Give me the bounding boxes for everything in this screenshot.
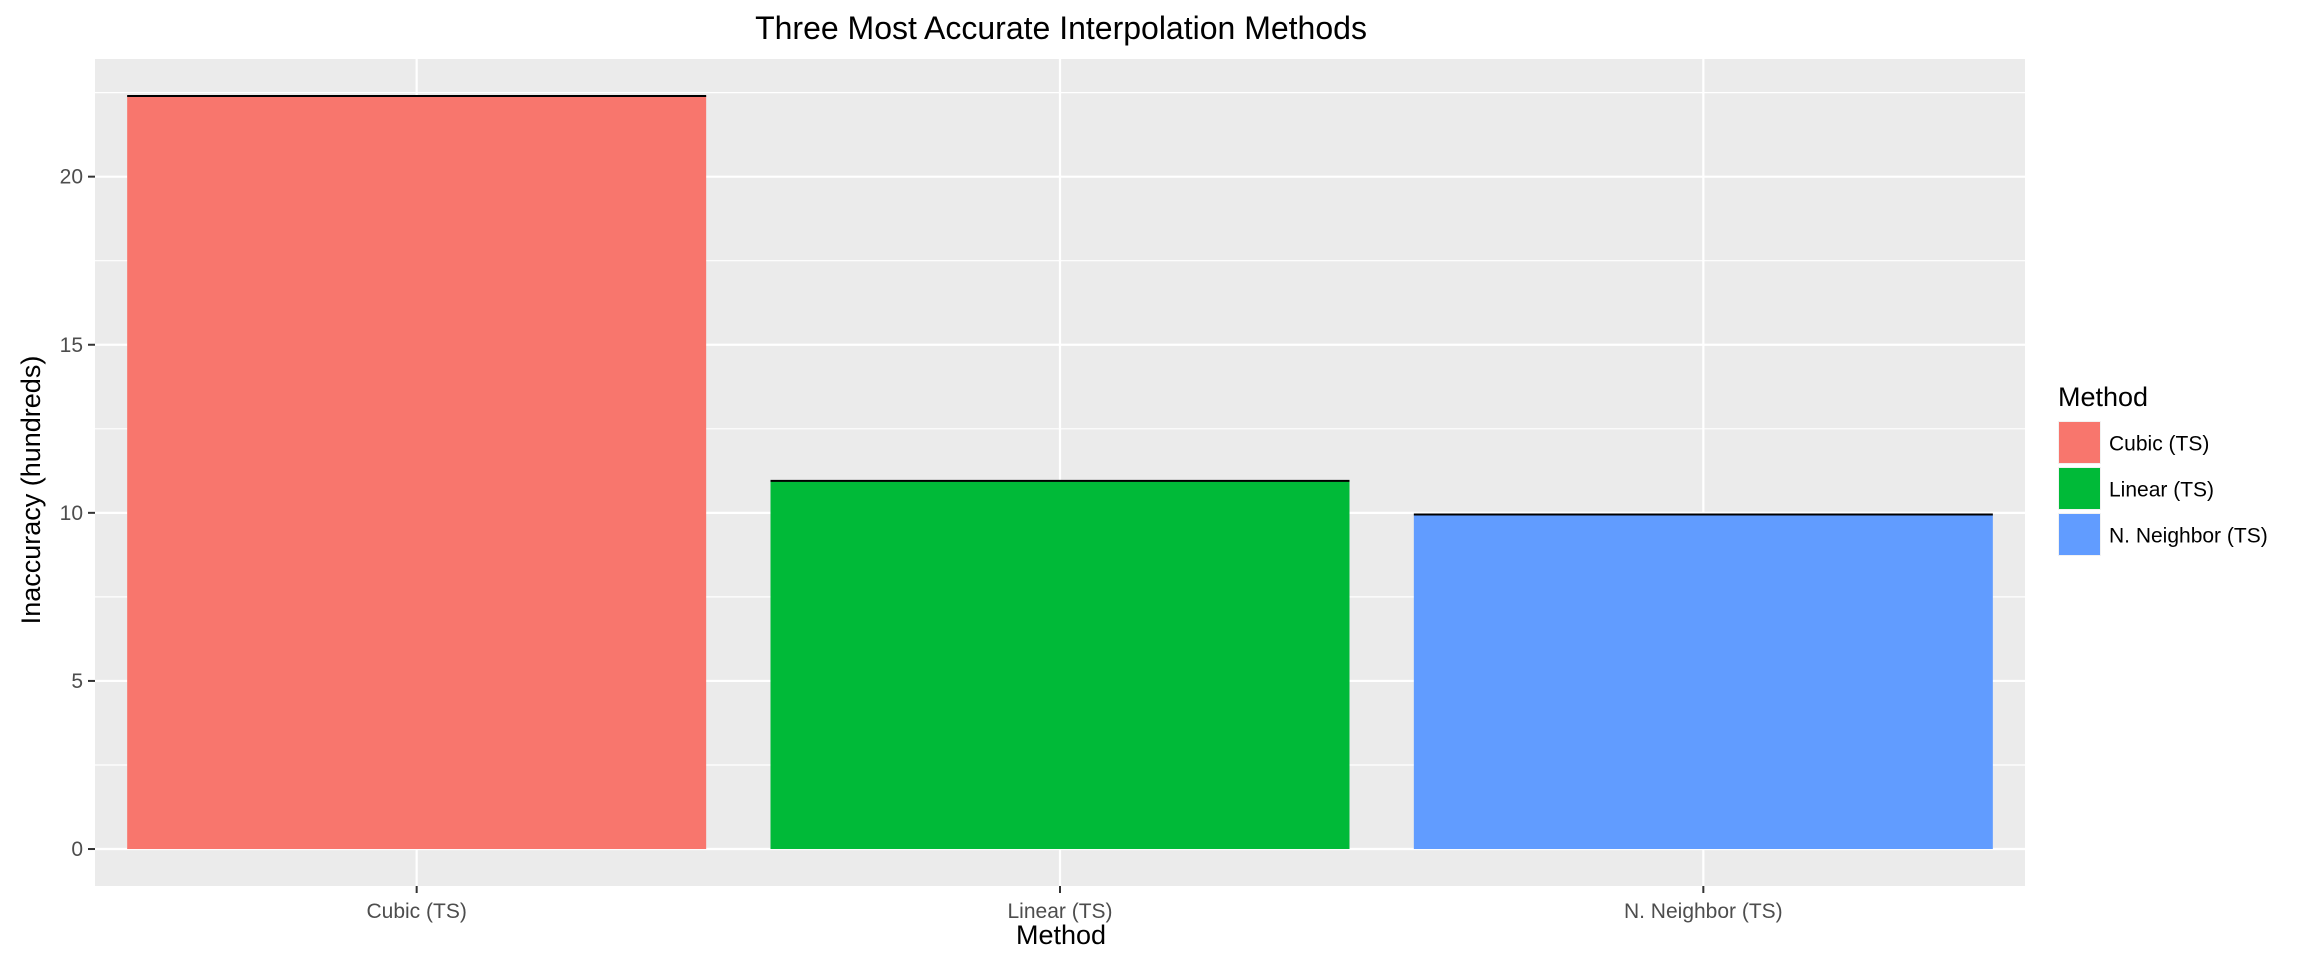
legend-key: [2059, 422, 2100, 463]
bar: [127, 95, 707, 850]
y-axis-label: Inaccuracy (hundreds): [16, 356, 46, 625]
legend-label: Linear (TS): [2109, 479, 2214, 502]
y-tick-label: 5: [71, 670, 83, 693]
x-axis-label: Method: [1016, 920, 1106, 950]
x-tick-label: Linear (TS): [1007, 900, 1112, 923]
y-tick-label: 15: [60, 334, 83, 357]
y-tick-label: 20: [60, 166, 83, 189]
legend-label: N. Neighbor (TS): [2109, 525, 2268, 548]
bar: [770, 480, 1350, 850]
plot-area: 0 5 10 15 20 Cubic (TS) Linear (TS) N. Neighbor…: [60, 59, 2025, 923]
legend: Method Cubic (TS) Linear (TS) N. Neighbor …: [2058, 382, 2268, 556]
legend-title: Method: [2058, 382, 2148, 412]
chart-title: Three Most Accurate Interpolation Method…: [755, 10, 1367, 46]
y-tick-label: 0: [71, 838, 83, 861]
x-tick-label: N. Neighbor (TS): [1624, 900, 1783, 923]
bar: [1413, 514, 1993, 850]
legend-key: [2059, 468, 2100, 509]
legend-key: [2059, 514, 2100, 555]
legend-label: Cubic (TS): [2109, 433, 2209, 456]
x-tick-label: Cubic (TS): [366, 900, 466, 923]
y-tick-label: 10: [60, 502, 83, 525]
